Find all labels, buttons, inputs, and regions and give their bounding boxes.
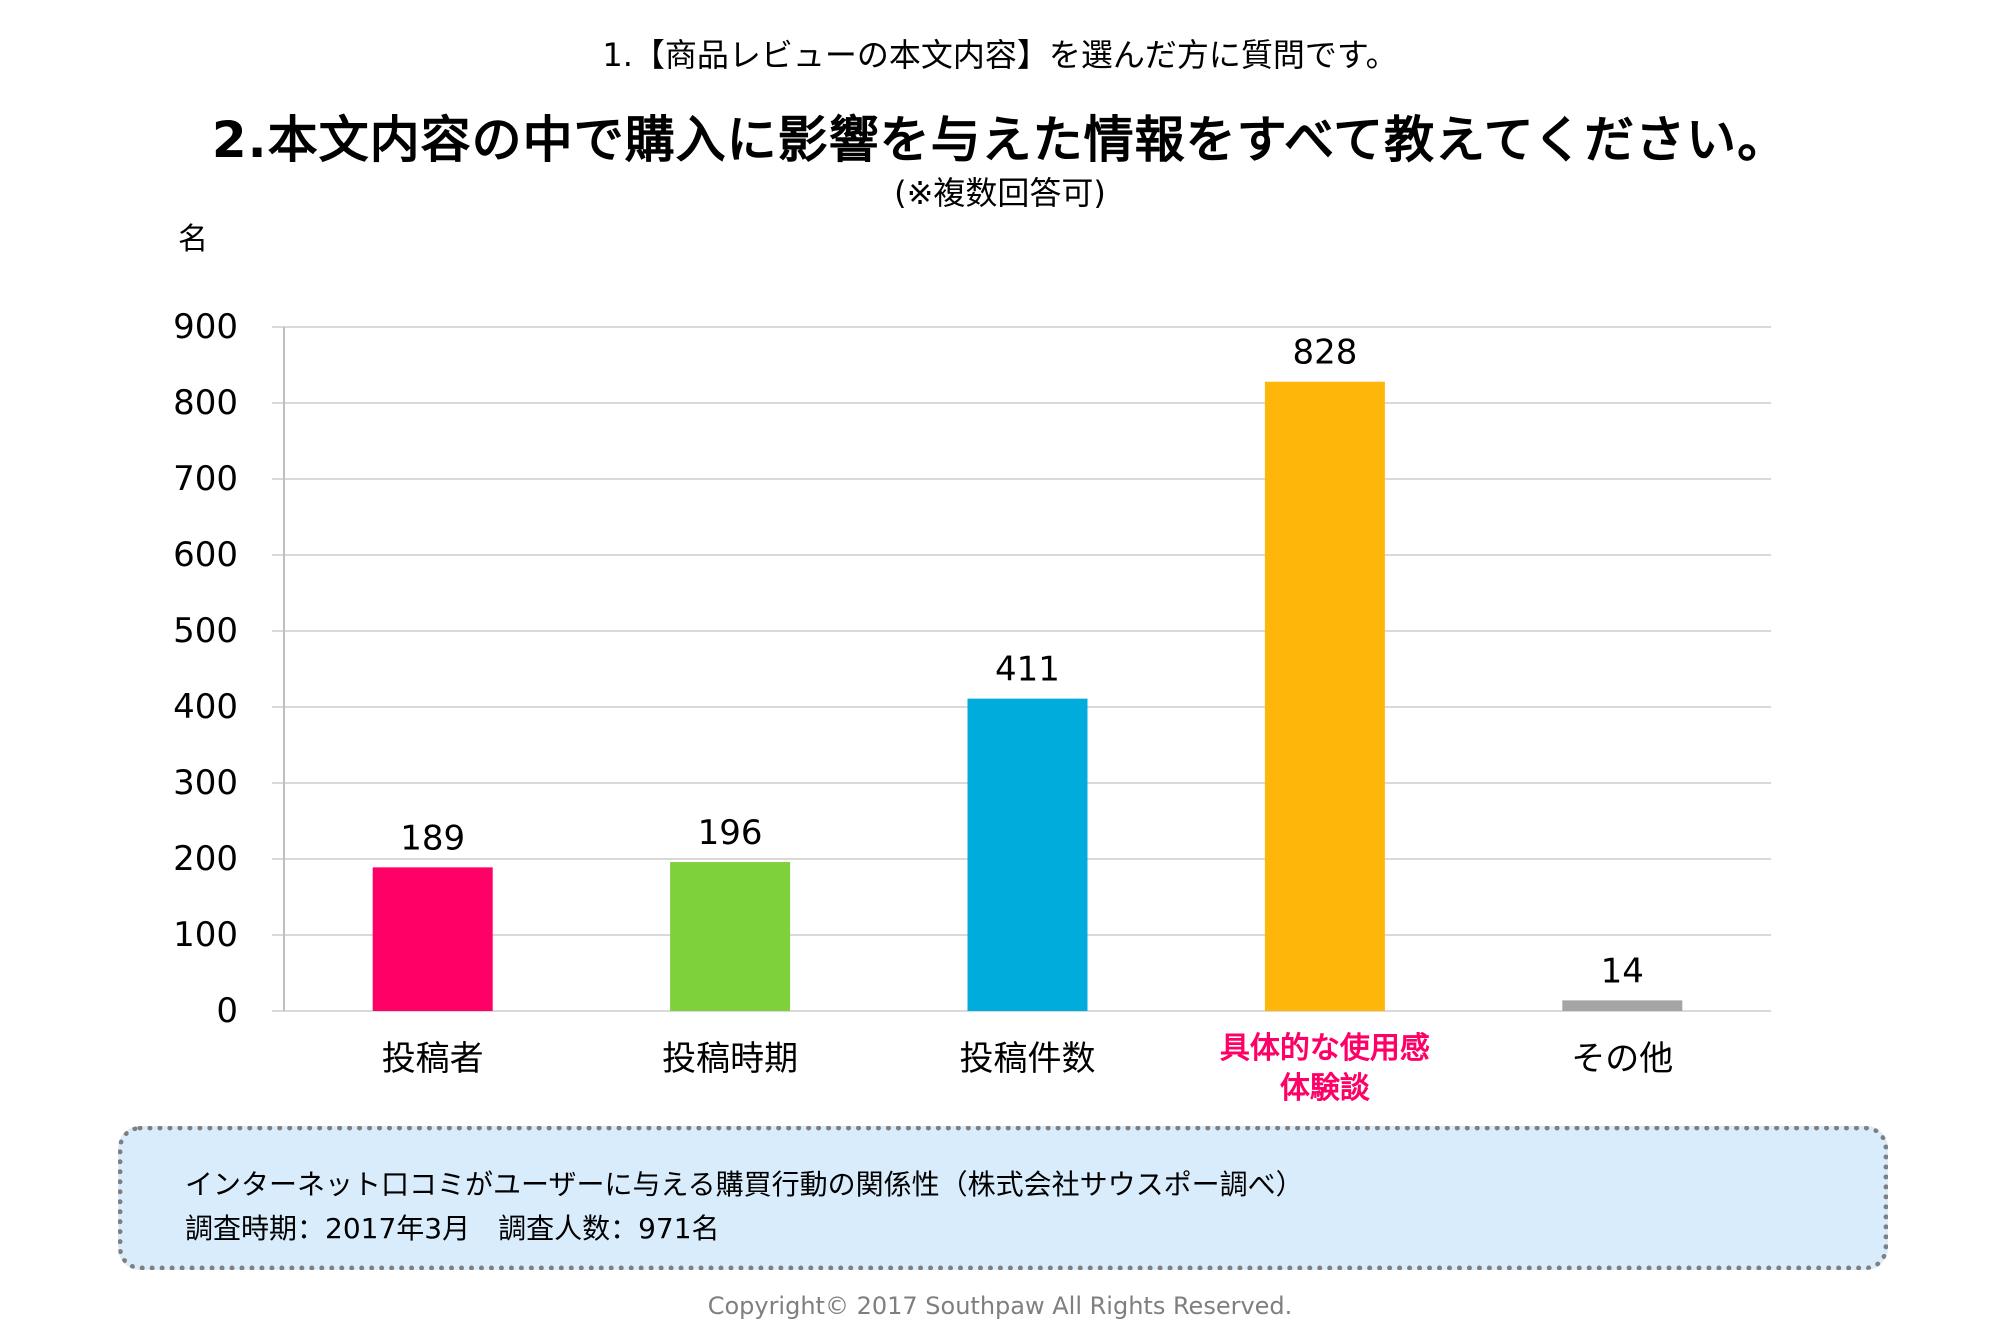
- y-tick-label: 400: [173, 687, 238, 727]
- y-tick-label: 600: [173, 535, 238, 575]
- y-tick-label: 0: [216, 991, 238, 1031]
- bar: [670, 862, 791, 1011]
- data-label: 828: [1292, 333, 1357, 373]
- y-tick-label: 900: [173, 307, 238, 347]
- y-axis-ticks: 0 100 200 300 400 500 600 700 800 900: [173, 307, 238, 1031]
- bar: [1264, 381, 1385, 1012]
- data-label: 14: [1601, 951, 1644, 991]
- y-tick-label: 200: [173, 839, 238, 879]
- x-axis-label: 投稿件数: [960, 1039, 1096, 1079]
- x-axis-label: 具体的な使用感: [1220, 1031, 1430, 1066]
- data-label: 196: [698, 813, 763, 853]
- y-tick-label: 700: [173, 459, 238, 499]
- y-tick-label: 100: [173, 915, 238, 955]
- source-info-box: インターネット口コミがユーザーに与える購買行動の関係性（株式会社サウスポー調べ）…: [118, 1126, 1888, 1270]
- question-intro: 1.【商品レビューの本文内容】を選んだ方に質問です。: [602, 36, 1398, 74]
- bar: [372, 867, 493, 1011]
- bar: [967, 698, 1088, 1011]
- data-label: 411: [995, 650, 1060, 690]
- x-axis-label: 投稿者: [382, 1039, 484, 1079]
- y-tick-label: 500: [173, 611, 238, 651]
- y-tick-label: 300: [173, 763, 238, 803]
- bars: [372, 381, 1683, 1012]
- y-tick-label: 800: [173, 383, 238, 423]
- data-label: 189: [400, 818, 465, 858]
- survey-details: 調査時期：2017年3月 調査人数：971名: [185, 1212, 720, 1245]
- copyright: Copyright© 2017 Southpaw All Rights Rese…: [707, 1292, 1293, 1320]
- bar: [1562, 1000, 1683, 1011]
- x-axis-label: その他: [1571, 1039, 1673, 1079]
- chart-title: 2.本文内容の中で購入に影響を与えた情報をすべて教えてください。: [211, 111, 1789, 169]
- data-labels: 189 196 411 828 14: [400, 333, 1644, 992]
- y-axis-unit-label: 名: [178, 222, 208, 257]
- x-axis-label: 投稿時期: [662, 1039, 798, 1079]
- bar-chart: 0 100 200 300 400 500 600 700 800 900 189 196 411 82…: [173, 307, 1771, 1106]
- x-axis-label: 体験談: [1280, 1071, 1371, 1106]
- multiple-answer-note: (※複数回答可): [894, 174, 1106, 212]
- source-text: インターネット口コミがユーザーに与える購買行動の関係性（株式会社サウスポー調べ）: [185, 1168, 1304, 1201]
